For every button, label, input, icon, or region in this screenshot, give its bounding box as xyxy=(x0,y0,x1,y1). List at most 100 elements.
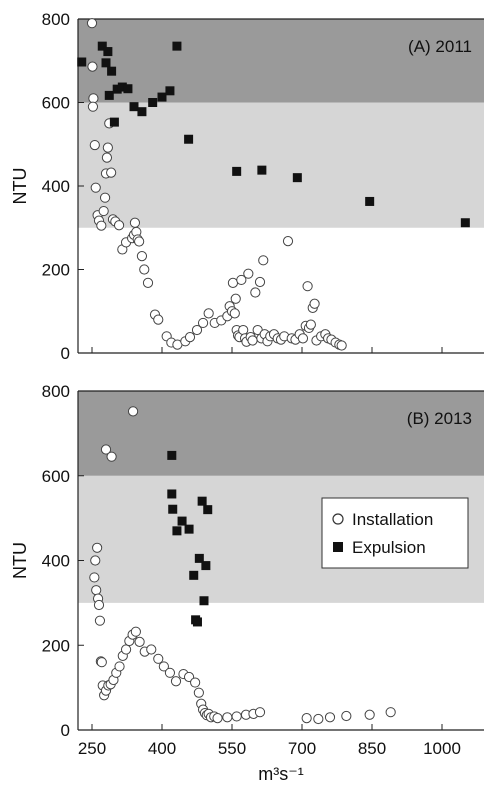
expulsion-point xyxy=(77,57,87,67)
installation-point xyxy=(254,707,266,718)
installation-point xyxy=(142,277,154,288)
installation-point xyxy=(243,268,254,279)
legend-installation-marker xyxy=(332,513,344,525)
installation-point xyxy=(87,101,99,112)
y-tick-label: 200 xyxy=(42,261,70,280)
installation-point xyxy=(113,220,125,231)
installation-point xyxy=(93,599,105,611)
panel-label: (B) 2013 xyxy=(407,409,472,428)
installation-point xyxy=(193,687,204,698)
legend-expulsion-marker xyxy=(333,542,343,552)
installation-point xyxy=(254,276,266,288)
installation-point xyxy=(302,281,313,292)
installation-point xyxy=(98,205,109,217)
installation-point xyxy=(236,274,247,286)
installation-point xyxy=(99,192,111,203)
legend-label: Installation xyxy=(352,510,433,529)
installation-point xyxy=(120,644,132,655)
turbidity-band-2 xyxy=(78,19,484,103)
expulsion-point xyxy=(167,489,177,499)
expulsion-point xyxy=(192,617,202,627)
installation-point xyxy=(96,220,107,231)
installation-point xyxy=(301,713,312,724)
installation-point xyxy=(106,451,117,462)
installation-point xyxy=(86,18,98,29)
x-tick-label: 550 xyxy=(218,739,246,758)
expulsion-point xyxy=(117,82,127,92)
expulsion-point xyxy=(148,98,158,107)
expulsion-point xyxy=(112,84,122,94)
installation-point xyxy=(153,314,164,325)
installation-point xyxy=(88,93,99,104)
y-tick-label: 400 xyxy=(42,177,70,196)
y-tick-label: 400 xyxy=(42,552,70,571)
installation-point xyxy=(309,298,320,309)
y-tick-label: 200 xyxy=(42,636,70,655)
expulsion-point xyxy=(194,553,204,563)
expulsion-point xyxy=(189,570,199,580)
y-axis-label: NTU xyxy=(10,168,30,205)
y-axis-label: NTU xyxy=(10,542,30,579)
expulsion-point xyxy=(129,102,139,112)
installation-point xyxy=(222,712,233,723)
installation-point xyxy=(385,707,396,718)
expulsion-point xyxy=(232,166,242,176)
installation-point xyxy=(91,585,102,596)
expulsion-point xyxy=(109,117,119,127)
turbidity-band-1 xyxy=(78,102,484,228)
y-tick-label: 600 xyxy=(42,94,70,113)
installation-point xyxy=(229,308,240,319)
installation-point xyxy=(89,572,100,583)
expulsion-point xyxy=(460,218,470,228)
installation-point xyxy=(197,317,209,329)
installation-point xyxy=(90,555,101,566)
installation-point xyxy=(170,676,182,687)
y-tick-label: 800 xyxy=(42,10,70,29)
expulsion-point xyxy=(177,516,187,526)
installation-point xyxy=(227,277,239,288)
installation-point xyxy=(136,251,148,262)
y-tick-label: 600 xyxy=(42,467,70,486)
x-tick-label: 700 xyxy=(288,739,316,758)
installation-point xyxy=(139,264,150,275)
installation-point xyxy=(87,61,98,72)
turbidity-band-2 xyxy=(78,391,484,476)
installation-point xyxy=(146,644,157,655)
installation-point xyxy=(250,287,261,298)
x-tick-label: 850 xyxy=(358,739,386,758)
expulsion-point xyxy=(165,86,175,96)
expulsion-point xyxy=(197,496,207,506)
installation-point xyxy=(324,712,336,723)
expulsion-point xyxy=(101,58,111,68)
installation-point xyxy=(153,653,164,664)
installation-point xyxy=(106,167,117,178)
expulsion-point xyxy=(172,41,182,51)
legend: Installation Expulsion xyxy=(321,497,469,569)
installation-point xyxy=(305,319,316,330)
installation-point xyxy=(92,542,103,553)
expulsion-point xyxy=(168,504,178,514)
expulsion-point xyxy=(172,526,182,536)
installation-point xyxy=(247,335,258,346)
installation-point xyxy=(191,324,203,336)
y-tick-label: 800 xyxy=(42,382,70,401)
expulsion-point xyxy=(257,165,267,175)
expulsion-point xyxy=(292,173,302,183)
installation-point xyxy=(101,152,113,163)
expulsion-point xyxy=(203,505,213,515)
legend-label: Expulsion xyxy=(352,538,426,557)
installation-point xyxy=(130,626,141,637)
installation-point xyxy=(102,142,113,153)
installation-point xyxy=(297,333,309,344)
installation-point xyxy=(282,236,294,247)
installation-point xyxy=(341,710,352,722)
y-tick-label: 0 xyxy=(61,344,70,363)
expulsion-point xyxy=(365,196,375,206)
installation-point xyxy=(94,615,106,626)
installation-point xyxy=(313,713,324,725)
installation-point xyxy=(134,636,145,647)
installation-point xyxy=(100,444,112,455)
x-tick-label: 250 xyxy=(78,739,106,758)
